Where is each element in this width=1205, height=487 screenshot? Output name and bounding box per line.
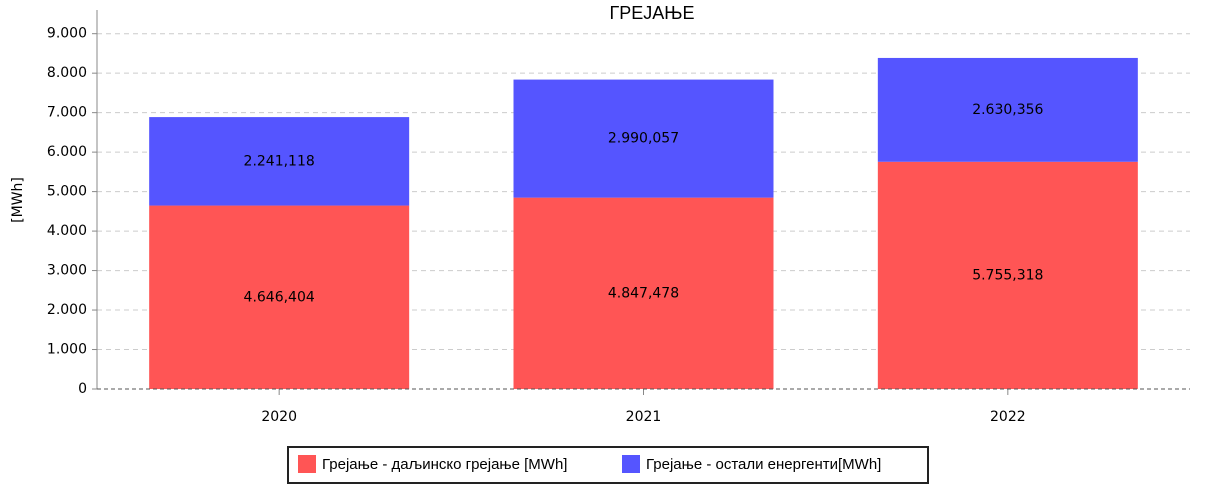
chart-title: ГРЕЈАЊЕ — [610, 3, 695, 23]
data-label: 2.990,057 — [608, 131, 679, 147]
x-tick-label: 2020 — [261, 409, 297, 425]
bar-segment — [877, 161, 1138, 389]
y-tick-label: 3.000 — [47, 263, 87, 279]
bar-segment — [513, 197, 774, 389]
legend-swatch — [622, 455, 640, 473]
legend-swatch — [298, 455, 316, 473]
data-label: 2.630,356 — [972, 102, 1043, 118]
bar-segment — [877, 57, 1138, 162]
y-tick-label: 2.000 — [47, 302, 87, 318]
y-tick-label: 9.000 — [47, 26, 87, 42]
data-label: 4.847,478 — [608, 285, 679, 301]
y-tick-label: 7.000 — [47, 105, 87, 121]
legend-label: Грејање - остали енергенти[MWh] — [646, 456, 881, 473]
x-tick-label: 2021 — [626, 409, 662, 425]
y-tick-label: 8.000 — [47, 65, 87, 81]
y-axis-label: [MWh] — [10, 177, 26, 223]
x-tick-label: 2022 — [990, 409, 1026, 425]
bar-segment — [513, 79, 774, 198]
bar-segment — [149, 205, 410, 389]
data-label: 5.755,318 — [972, 267, 1043, 283]
y-tick-label: 4.000 — [47, 223, 87, 239]
y-tick-label: 1.000 — [47, 342, 87, 358]
bar-segment — [149, 117, 410, 206]
y-tick-label: 0 — [78, 381, 87, 397]
legend-label: Грејање - даљинско грејање [MWh] — [322, 456, 567, 473]
y-tick-label: 5.000 — [47, 184, 87, 200]
y-tick-label: 6.000 — [47, 144, 87, 160]
legend-box — [287, 446, 929, 484]
data-label: 4.646,404 — [244, 289, 315, 305]
data-label: 2.241,118 — [244, 153, 315, 169]
